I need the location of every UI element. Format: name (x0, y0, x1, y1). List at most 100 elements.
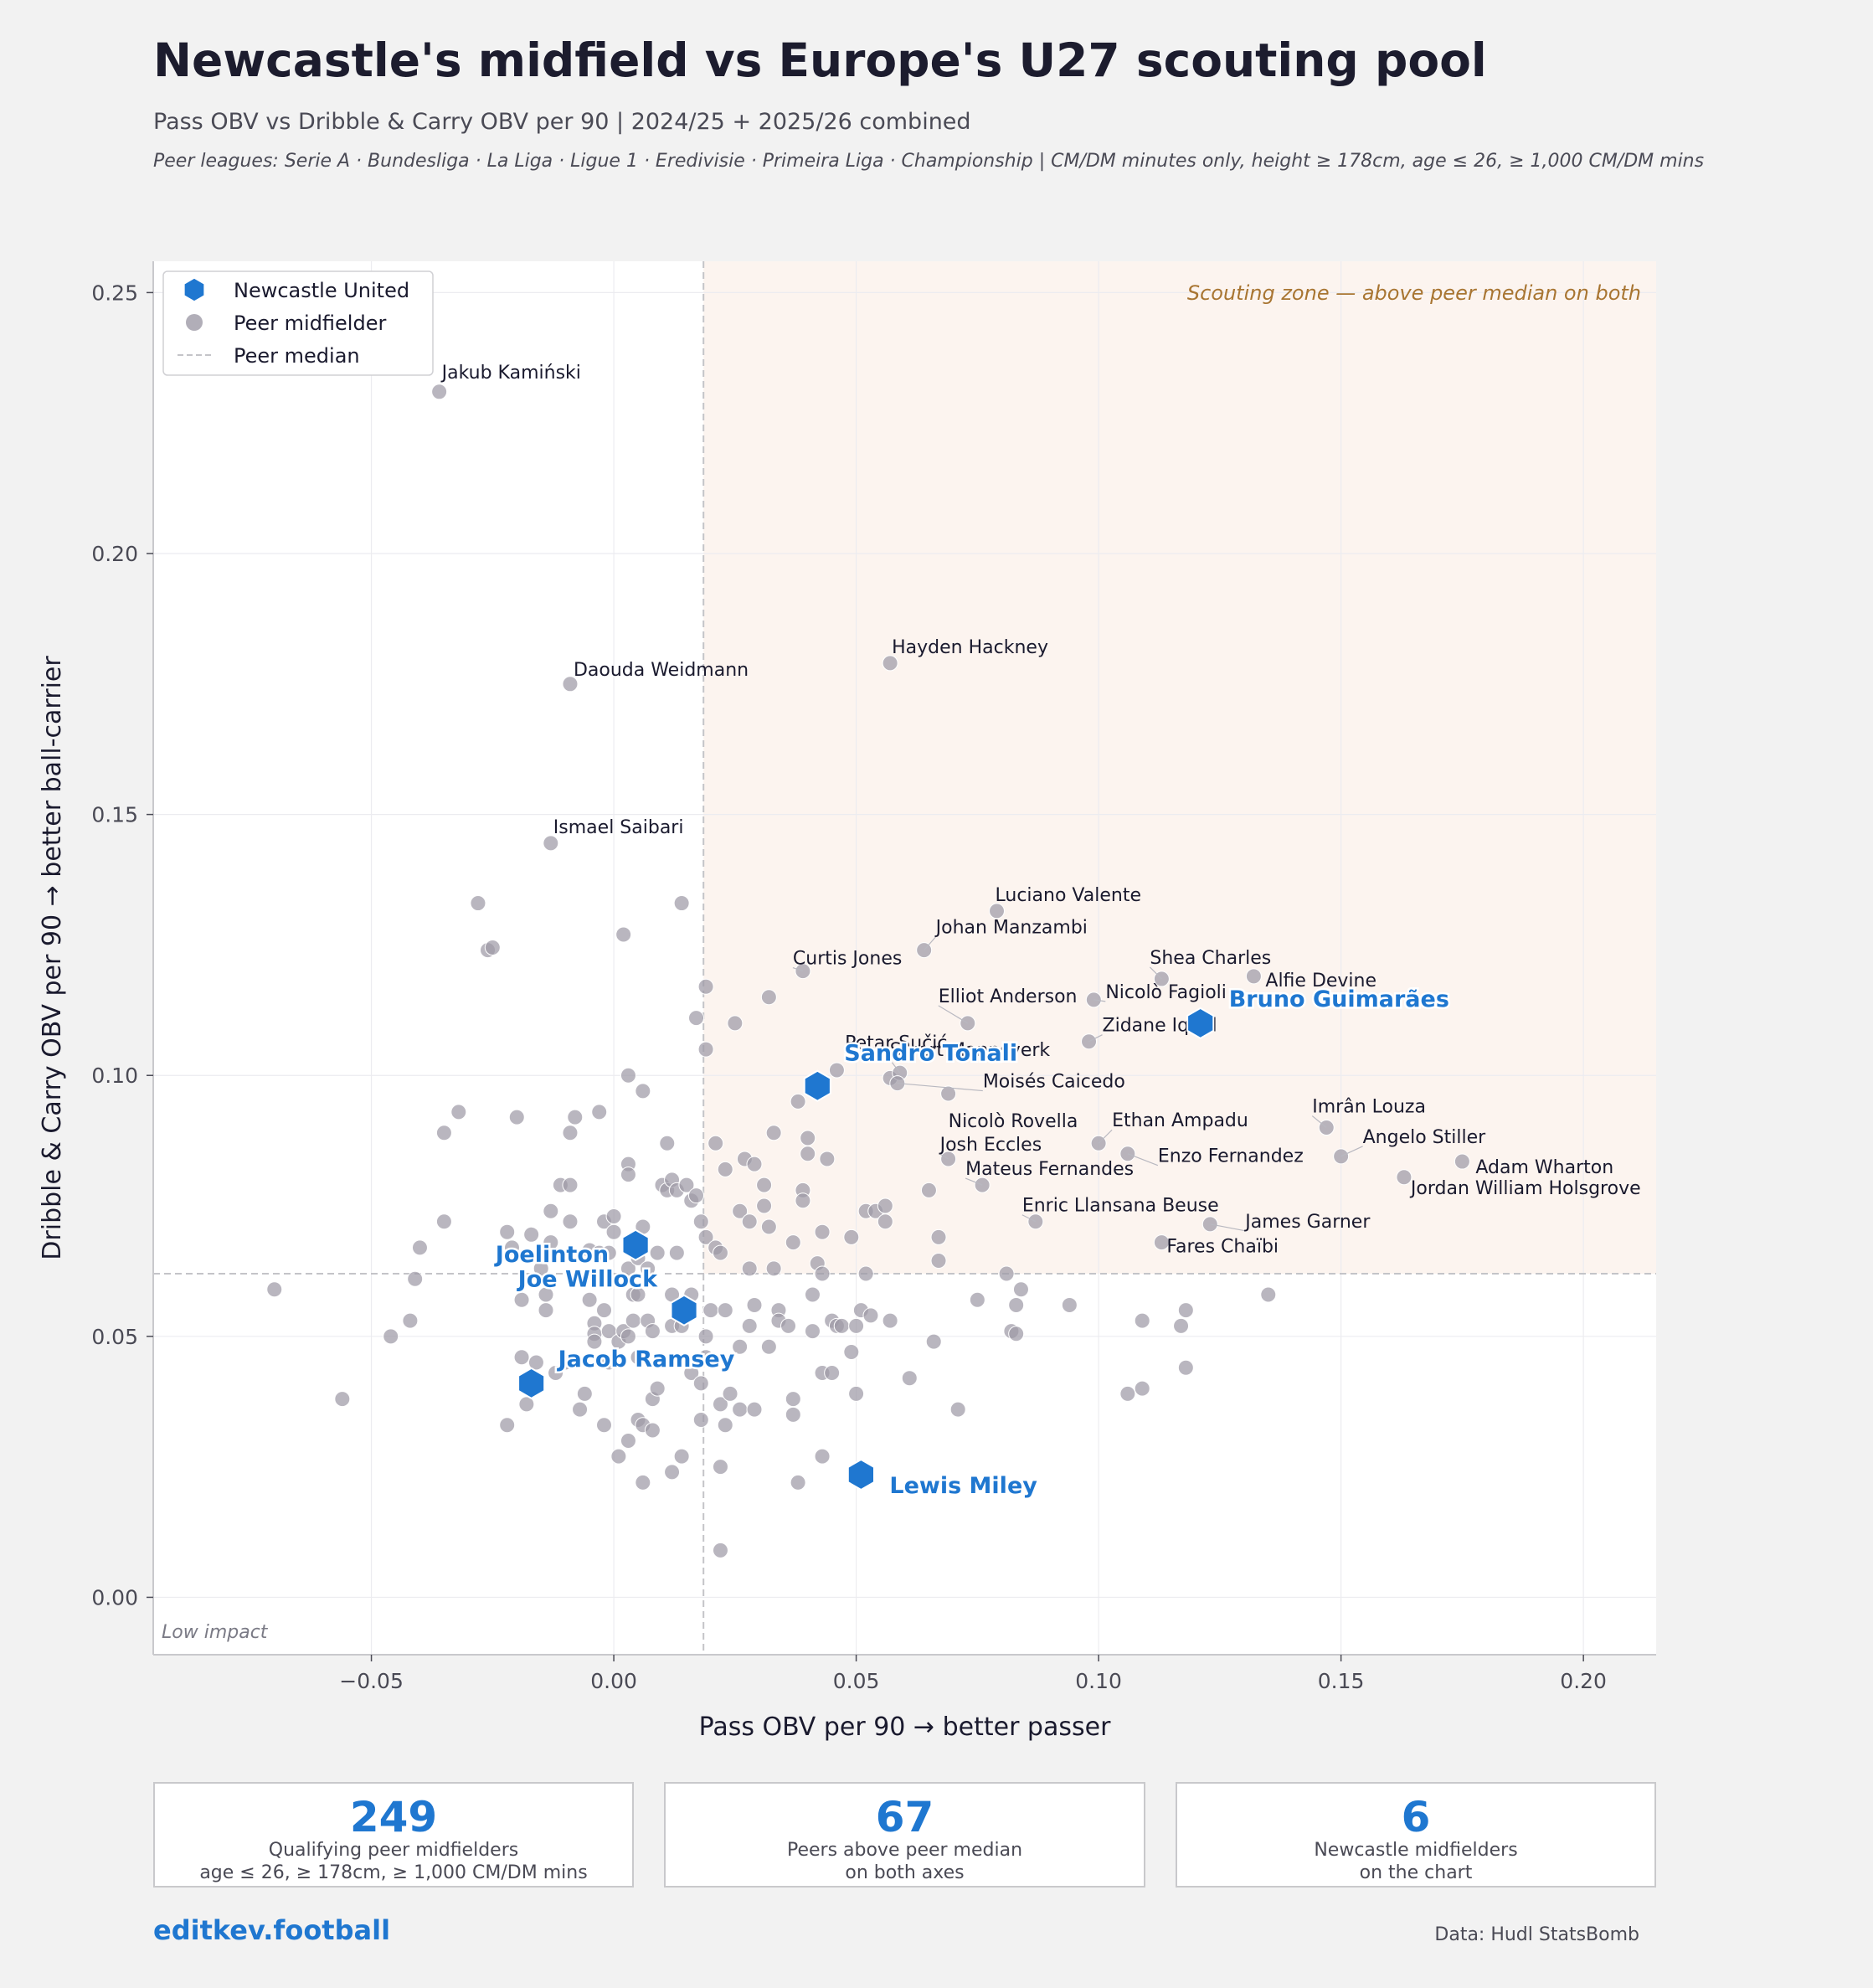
peer-point (692, 1412, 709, 1429)
peer-point (513, 1291, 530, 1308)
peer-point (600, 1354, 617, 1371)
peer-label: Petar Sučić (845, 1033, 947, 1053)
peer-point (678, 1177, 695, 1193)
peer-point (780, 1317, 797, 1334)
peer-point (1134, 1380, 1150, 1397)
peer-point (649, 1244, 666, 1261)
peer-point (828, 1062, 845, 1079)
peer-point (1153, 1234, 1170, 1251)
peer-point (746, 1296, 763, 1313)
peer-point (732, 1338, 749, 1355)
newcastle-point (517, 1367, 546, 1400)
peer-point (697, 1349, 714, 1366)
peer-point (741, 1213, 758, 1230)
peer-point (732, 1401, 749, 1418)
peer-point (620, 1328, 636, 1345)
peer-point (605, 1208, 622, 1224)
newcastle-label: Joe Willock (517, 1267, 658, 1293)
peer-point (901, 1370, 918, 1387)
peer-point (795, 1192, 811, 1209)
legend-box (162, 270, 434, 376)
peer-label: Alfie Devine (1265, 971, 1376, 991)
y-tick-label: 0.10 (91, 1064, 138, 1088)
peer-point (543, 835, 559, 852)
peer-point (727, 1015, 744, 1032)
label-leader (889, 1058, 901, 1074)
peer-point (572, 1401, 589, 1418)
peer-point (543, 1234, 559, 1251)
peer-point (760, 1338, 777, 1355)
peer-label: Imrân Louza (1312, 1097, 1426, 1118)
peer-point (692, 1213, 709, 1230)
page-subtitle: Pass OBV vs Dribble & Carry OBV per 90 |… (153, 109, 971, 135)
newcastle-labels: Bruno Guimarães Sandro Tonali JoelintonJoe… (491, 984, 1451, 1501)
peer-point (722, 1385, 738, 1402)
peer-point (533, 1260, 549, 1277)
peer-label: Adam Wharton (1475, 1157, 1613, 1178)
stat-card-above-median: 67 Peers above peer median on both axes (664, 1782, 1145, 1888)
label-leader (1210, 1223, 1246, 1232)
stat-label: Newcastle midfielders on the chart (1314, 1840, 1518, 1883)
peer-point (765, 1125, 782, 1141)
peer-point (620, 1167, 636, 1183)
peer-point (765, 1260, 782, 1277)
peer-point (600, 1244, 617, 1261)
stat-card-newcastle: 6 Newcastle midfielders on the chart (1176, 1782, 1656, 1888)
peer-label: Shea Charles (1150, 948, 1271, 969)
stat-label: Peers above peer median on both axes (786, 1840, 1023, 1883)
peer-point (567, 1109, 584, 1125)
peer-labels: Jakub Kamiński Daouda Weidmann Hayden Hack… (440, 363, 1641, 1258)
newcastle-label: Joelinton (494, 1242, 609, 1268)
peer-label: Angelo Stiller (1363, 1127, 1487, 1148)
peer-point (920, 1182, 937, 1198)
peer-label: Nicolò Fagioli (1105, 982, 1227, 1003)
peer-point (1008, 1326, 1025, 1342)
label-leader (792, 967, 804, 972)
peer-point (1061, 1296, 1078, 1313)
y-tick-label: 0.25 (91, 281, 138, 305)
peer-point (1012, 1281, 1029, 1298)
peer-point (1245, 968, 1262, 985)
label-leader (1098, 1129, 1113, 1144)
brand-link[interactable]: editkev.football (153, 1914, 391, 1946)
peer-point (635, 1474, 651, 1491)
corner-label: Low impact (162, 1622, 269, 1643)
data-source: Data: Hudl StatsBomb (1434, 1924, 1639, 1945)
peer-point (523, 1226, 540, 1243)
peer-point (518, 1396, 535, 1413)
peer-point (882, 655, 898, 672)
peer-point (538, 1286, 554, 1303)
peer-point (800, 1130, 816, 1146)
peer-point (548, 1364, 564, 1381)
peer-label: James Garner (1243, 1212, 1371, 1233)
peer-label: Jordan William Holsgrove (1409, 1178, 1641, 1199)
peer-point (562, 1125, 579, 1141)
peer-point (562, 1213, 579, 1230)
scouting-zone (703, 261, 1656, 1275)
peer-point (435, 1213, 452, 1230)
legend-label: Peer median (234, 344, 360, 368)
peer-point (538, 1302, 554, 1319)
peer-point (843, 1228, 860, 1245)
peer-label: Ismael Saibari (553, 817, 684, 838)
peer-point (659, 1135, 676, 1151)
peer-point (717, 1161, 733, 1177)
peer-point (411, 1239, 428, 1256)
peer-point (949, 1401, 966, 1418)
label-leader (1021, 1214, 1037, 1223)
peer-point (833, 1317, 850, 1334)
peer-point (576, 1385, 593, 1402)
peer-label: Johan Manzambi (934, 918, 1088, 939)
peer-point (785, 1406, 801, 1423)
peer-point (513, 1349, 530, 1366)
peer-label: Moisés Caicedo (983, 1072, 1125, 1093)
newcastle-point (803, 1069, 831, 1102)
peer-point (717, 1302, 733, 1319)
peer-point (702, 1302, 719, 1319)
x-tick-label: 0.20 (1560, 1669, 1607, 1693)
peer-point (620, 1067, 636, 1084)
peer-point (431, 384, 448, 400)
x-tick-label: 0.00 (590, 1669, 637, 1693)
peer-point (877, 1197, 893, 1214)
y-tick-label: 0.05 (91, 1325, 138, 1349)
